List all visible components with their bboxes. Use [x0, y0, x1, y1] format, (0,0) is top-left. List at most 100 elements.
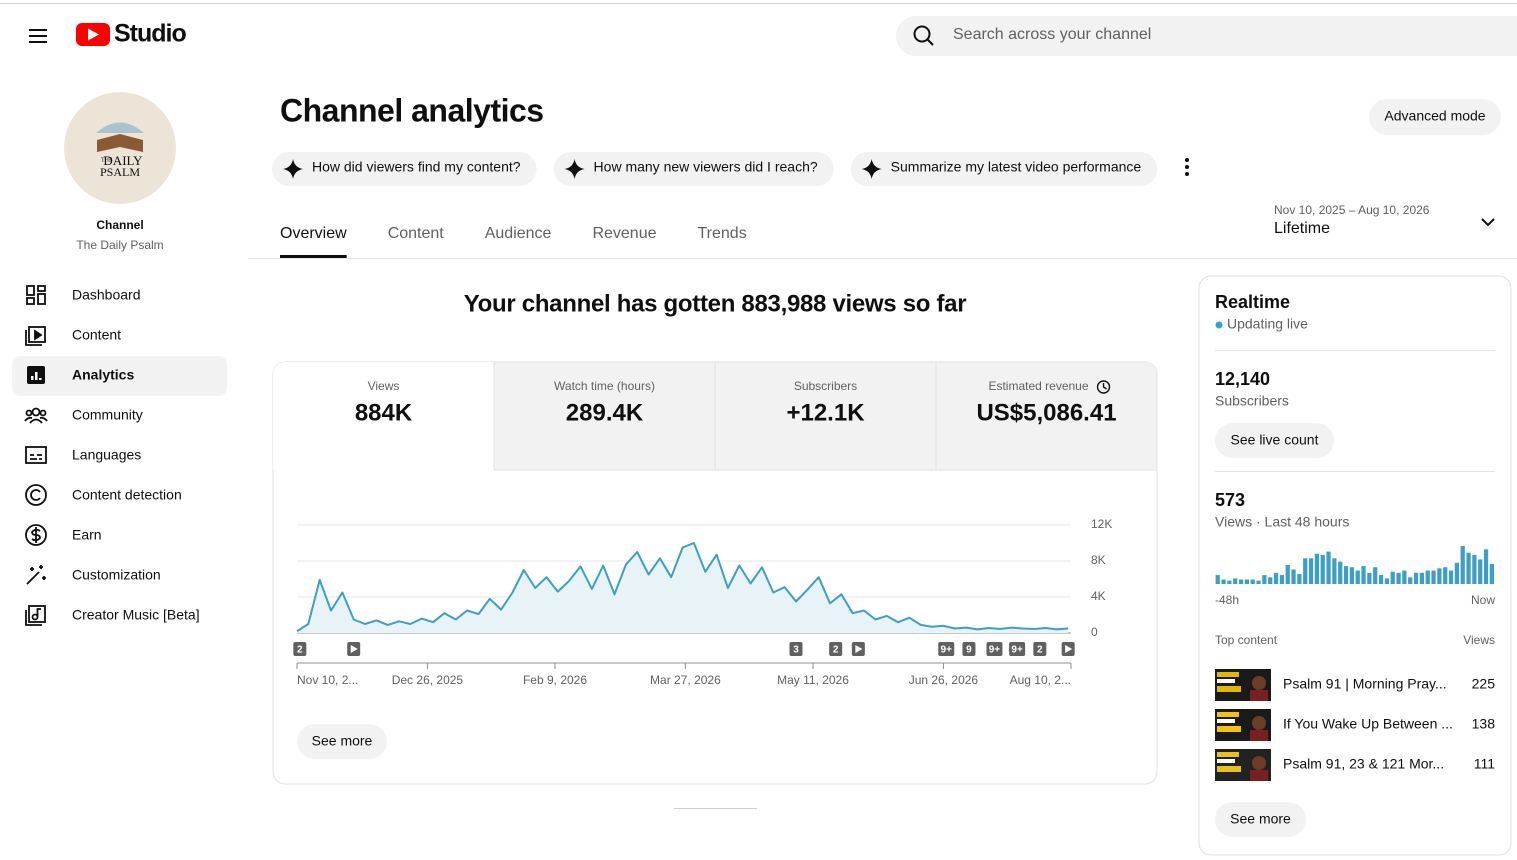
marker-label: 9	[966, 645, 972, 656]
nav-item[interactable]: Analytics	[12, 356, 227, 396]
bar	[1314, 553, 1319, 584]
divider	[1215, 350, 1495, 351]
metric-tab[interactable]: Watch time (hours) 289.4K	[493, 362, 716, 471]
metric-value: 289.4K	[566, 399, 644, 426]
tab[interactable]: Audience	[485, 225, 552, 242]
date-picker[interactable]: Nov 10, 2025 – Aug 10, 2026 Lifetime	[1274, 203, 1495, 237]
top-content-item[interactable]: Psalm 91 | Morning Pray... 225	[1215, 669, 1495, 701]
content-views: 225	[1472, 676, 1496, 692]
bar	[1367, 572, 1372, 584]
bar	[1285, 565, 1290, 584]
nav-item[interactable]: Community	[24, 407, 143, 424]
logo[interactable]: Studio	[76, 20, 187, 48]
icon-part	[39, 378, 42, 380]
marker-label: 3	[793, 645, 799, 656]
views-chart: 0 4K 8K 12K 2 3 2 9+ 9 9+ 9+ 2 Nov 10, 2... Dec 26, 2…	[293, 517, 1112, 687]
metric-label: Views	[368, 379, 400, 393]
video-marker[interactable]	[1061, 642, 1075, 656]
play-icon	[855, 645, 863, 653]
video-marker[interactable]: 9+	[1009, 642, 1026, 656]
info-icon	[1102, 383, 1107, 390]
video-marker[interactable]	[347, 642, 361, 656]
more-button[interactable]	[1185, 158, 1189, 176]
bar	[1268, 577, 1273, 584]
content-views: 111	[1474, 756, 1495, 772]
menu-button[interactable]	[29, 29, 47, 43]
channel-name: The Daily Psalm	[76, 238, 163, 252]
nav-item[interactable]: Languages	[25, 446, 141, 464]
x-tick-label: Aug 10, 2...	[1010, 673, 1071, 687]
bar	[1448, 570, 1454, 584]
play-icon	[1065, 645, 1073, 653]
bar	[1215, 575, 1220, 584]
content-title: If You Wake Up Between ...	[1283, 716, 1453, 732]
nav-item[interactable]: Content detection	[25, 484, 182, 506]
thumb-stripe	[1217, 719, 1235, 723]
prompt-chip[interactable]: How did viewers find my content?	[272, 152, 537, 186]
marker-box	[962, 642, 976, 656]
video-marker[interactable]	[851, 642, 865, 656]
tab[interactable]: Trends	[698, 225, 747, 242]
top-content-item[interactable]: If You Wake Up Between ... 138	[1215, 709, 1495, 741]
prompt-chip[interactable]: Summarize my latest video performance	[850, 152, 1158, 186]
search-box[interactable]: Search across your channel	[896, 16, 1517, 56]
page-title: Channel analytics	[280, 92, 544, 128]
metric-tabs: Views 884K Watch time (hours) 289.4K Subscri…	[273, 362, 1157, 471]
video-marker[interactable]: 9+	[938, 642, 955, 656]
see-live-count-button[interactable]: See live count	[1215, 423, 1334, 458]
nav-active-bg	[12, 356, 227, 396]
icon-part	[25, 409, 33, 417]
x-start-label: -48h	[1215, 593, 1239, 607]
top-content-title: Top content	[1215, 633, 1278, 647]
bar	[1443, 567, 1448, 584]
bar	[1262, 575, 1267, 584]
metric-tab[interactable]: Views 884K	[273, 362, 494, 470]
tab-label: Audience	[485, 225, 552, 242]
see-more-button[interactable]: See more	[1215, 802, 1306, 837]
metric-tab[interactable]: Subscribers +12.1K	[714, 362, 937, 471]
marker-box	[1009, 642, 1026, 656]
marker-label: 9+	[1011, 645, 1023, 656]
x-tick-label: Jun 26, 2026	[909, 673, 979, 687]
y-tick-label: 8K	[1091, 553, 1106, 567]
metric-label: Watch time (hours)	[554, 379, 655, 393]
video-marker[interactable]: 9	[962, 642, 976, 656]
subscriber-count: 12,140	[1215, 369, 1270, 389]
button-label: See more	[312, 733, 373, 749]
tab[interactable]: Content	[388, 225, 445, 242]
realtime-status: Updating live	[1227, 316, 1308, 332]
video-marker[interactable]: 3	[789, 642, 803, 656]
bar	[1320, 554, 1325, 584]
advanced-mode-button[interactable]: Advanced mode	[1369, 99, 1501, 135]
marker-box	[938, 642, 955, 656]
nav-item[interactable]: Creator Music [Beta]	[25, 605, 200, 626]
nav-item[interactable]: Earn	[25, 524, 102, 546]
tab[interactable]: Overview	[280, 225, 347, 258]
marker-label: 2	[833, 645, 839, 656]
icon-part	[26, 565, 46, 585]
video-marker[interactable]: 9+	[986, 642, 1003, 656]
nav-item[interactable]: Dashboard	[26, 285, 141, 305]
bar	[1373, 567, 1378, 584]
metric-tab[interactable]: Estimated revenue US$5,086.41	[935, 362, 1157, 471]
top-content-item[interactable]: Psalm 91, 23 & 121 Mor... 111	[1215, 749, 1495, 781]
thumb-stripe	[1217, 726, 1241, 732]
icon-part	[30, 489, 41, 501]
chip-label: Summarize my latest video performance	[891, 159, 1142, 175]
see-more-button[interactable]: See more	[297, 724, 387, 759]
video-marker[interactable]: 2	[829, 642, 843, 656]
thumb-stripe	[1217, 672, 1239, 677]
nav-item[interactable]: Content	[25, 326, 121, 346]
video-marker[interactable]: 2	[293, 642, 307, 656]
prompt-chip[interactable]: How many new viewers did I reach?	[553, 152, 834, 186]
icon-part	[31, 527, 41, 543]
nav-item[interactable]: Customization	[26, 565, 161, 585]
video-marker[interactable]: 2	[1033, 642, 1047, 656]
bar	[1303, 558, 1308, 584]
tab[interactable]: Revenue	[592, 225, 656, 242]
realtime-chart	[1215, 546, 1494, 584]
bar	[1483, 549, 1489, 584]
sparkle-icon	[283, 159, 303, 179]
thumb-body	[1250, 730, 1268, 741]
top-content: Psalm 91 | Morning Pray... 225 If You Wake…	[1215, 669, 1495, 781]
